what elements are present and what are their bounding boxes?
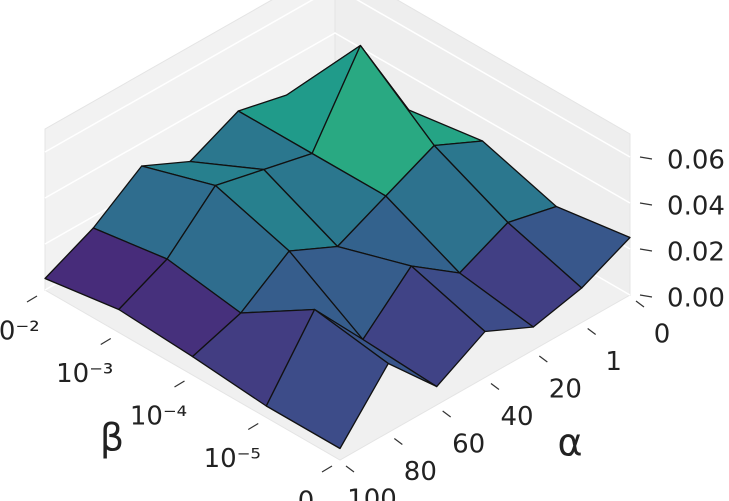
y-tick	[635, 300, 645, 308]
y-tick	[442, 410, 452, 418]
z-tick-label: 0.04	[667, 192, 725, 222]
x-tick	[247, 422, 259, 431]
y-tick-label: 80	[404, 457, 437, 487]
x-tick-label: 10⁻²	[0, 317, 40, 347]
z-tick	[639, 294, 653, 298]
y-tick-label: 0	[654, 320, 671, 350]
y-tick-label: 1	[605, 347, 622, 377]
z-tick-label: 0.00	[667, 284, 725, 314]
z-tick-label: 0.02	[667, 238, 725, 268]
surface-face	[265, 308, 389, 450]
grid-line	[44, 0, 631, 158]
x-tick	[26, 295, 38, 303]
z-tick	[639, 202, 653, 206]
y-tick	[538, 355, 548, 363]
y-tick	[490, 383, 500, 390]
y-tick	[345, 465, 355, 473]
grid-line	[44, 32, 631, 204]
y-tick	[393, 438, 403, 445]
z-tick	[639, 156, 653, 160]
x-tick	[100, 337, 112, 346]
x-tick-label: 0	[298, 487, 315, 501]
x-tick-label: 10⁻⁴	[130, 402, 187, 432]
y-axis-label: α	[557, 421, 582, 465]
x-tick	[174, 380, 185, 388]
x-tick-label: 10⁻³	[56, 359, 113, 389]
x-tick-label: 10⁻⁵	[204, 444, 261, 474]
y-tick-label: 20	[549, 375, 582, 405]
y-tick	[587, 328, 597, 335]
y-tick-label: 60	[452, 430, 485, 460]
z-tick-label: 0.06	[667, 146, 725, 176]
x-axis-label: β	[100, 416, 124, 460]
y-tick-label: 40	[500, 402, 533, 432]
surface	[44, 44, 631, 450]
x-tick	[321, 465, 333, 473]
z-tick	[639, 248, 653, 252]
y-tick-label: 100	[347, 485, 397, 501]
